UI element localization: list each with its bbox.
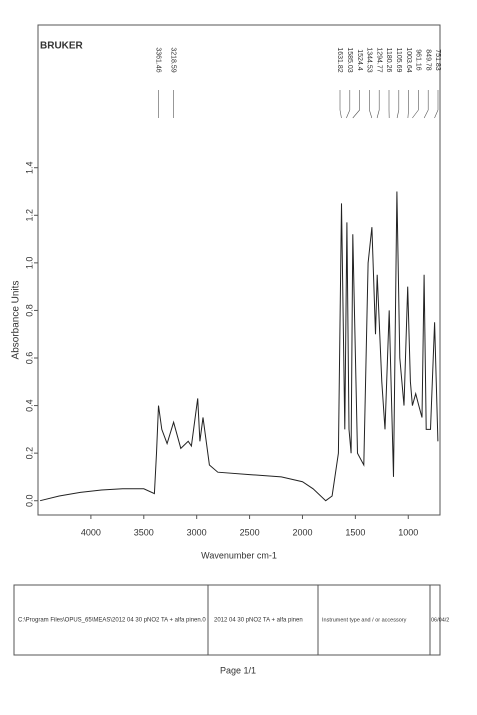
x-tick-label: 4000 [81,527,101,537]
y-tick-label: 0.0 [24,494,34,507]
x-tick-label: 2500 [240,527,260,537]
peak-leader [424,90,428,118]
peak-leader [346,90,349,118]
peak-label: 1344.53 [366,47,373,72]
peak-leader [435,90,438,118]
y-axis-label: Absorbance Units [11,281,22,360]
x-tick-label: 3500 [134,527,154,537]
y-tick-label: 1.0 [24,257,34,270]
y-tick-label: 0.2 [24,447,34,460]
spectrum-line [40,192,438,501]
peak-label: 3361.46 [155,47,162,72]
y-tick-label: 0.4 [24,399,34,412]
peak-label: 1294.77 [375,47,382,72]
footer-cell: 2012 04 30 pNO2 TA + alfa pinen [214,618,303,624]
footer-cell: 06/04/2 [431,617,449,623]
peak-label: 961.16 [415,49,422,71]
x-axis-label: Wavenumber cm-1 [201,550,277,560]
peak-leader [397,90,399,118]
peak-leader [377,90,379,118]
y-tick-label: 0.8 [24,304,34,317]
peak-label: 849.78 [424,49,431,71]
plot-frame [38,25,440,515]
page-number: Page 1/1 [220,665,256,675]
y-tick-label: 1.2 [24,209,34,222]
footer-cell: Instrument type and / or accessory [322,617,407,623]
peak-label: 3218.59 [170,47,177,72]
x-tick-label: 1000 [398,527,418,537]
peak-label: 1105.69 [395,48,402,73]
peak-leader [412,90,418,118]
peak-leader [369,90,371,118]
peak-label: 1585.03 [346,47,353,72]
peak-leader [408,90,409,118]
peak-label: 1631.82 [336,47,343,72]
x-tick-label: 1500 [345,527,365,537]
peak-leader [353,90,360,118]
footer-cell: C:\Program Files\OPUS_65\MEAS\2012 04 30… [18,618,206,624]
x-tick-label: 2000 [292,527,312,537]
y-tick-label: 0.6 [24,352,34,365]
peak-label: 1180.26 [385,48,392,73]
peak-label: 751.83 [434,49,441,71]
y-tick-label: 1.4 [24,161,34,174]
peak-label: 1524.4 [356,49,363,71]
peak-leader [340,90,341,118]
peak-label: 1003.64 [405,47,412,72]
chart-title: BRUKER [40,41,84,52]
x-tick-label: 3000 [187,527,207,537]
